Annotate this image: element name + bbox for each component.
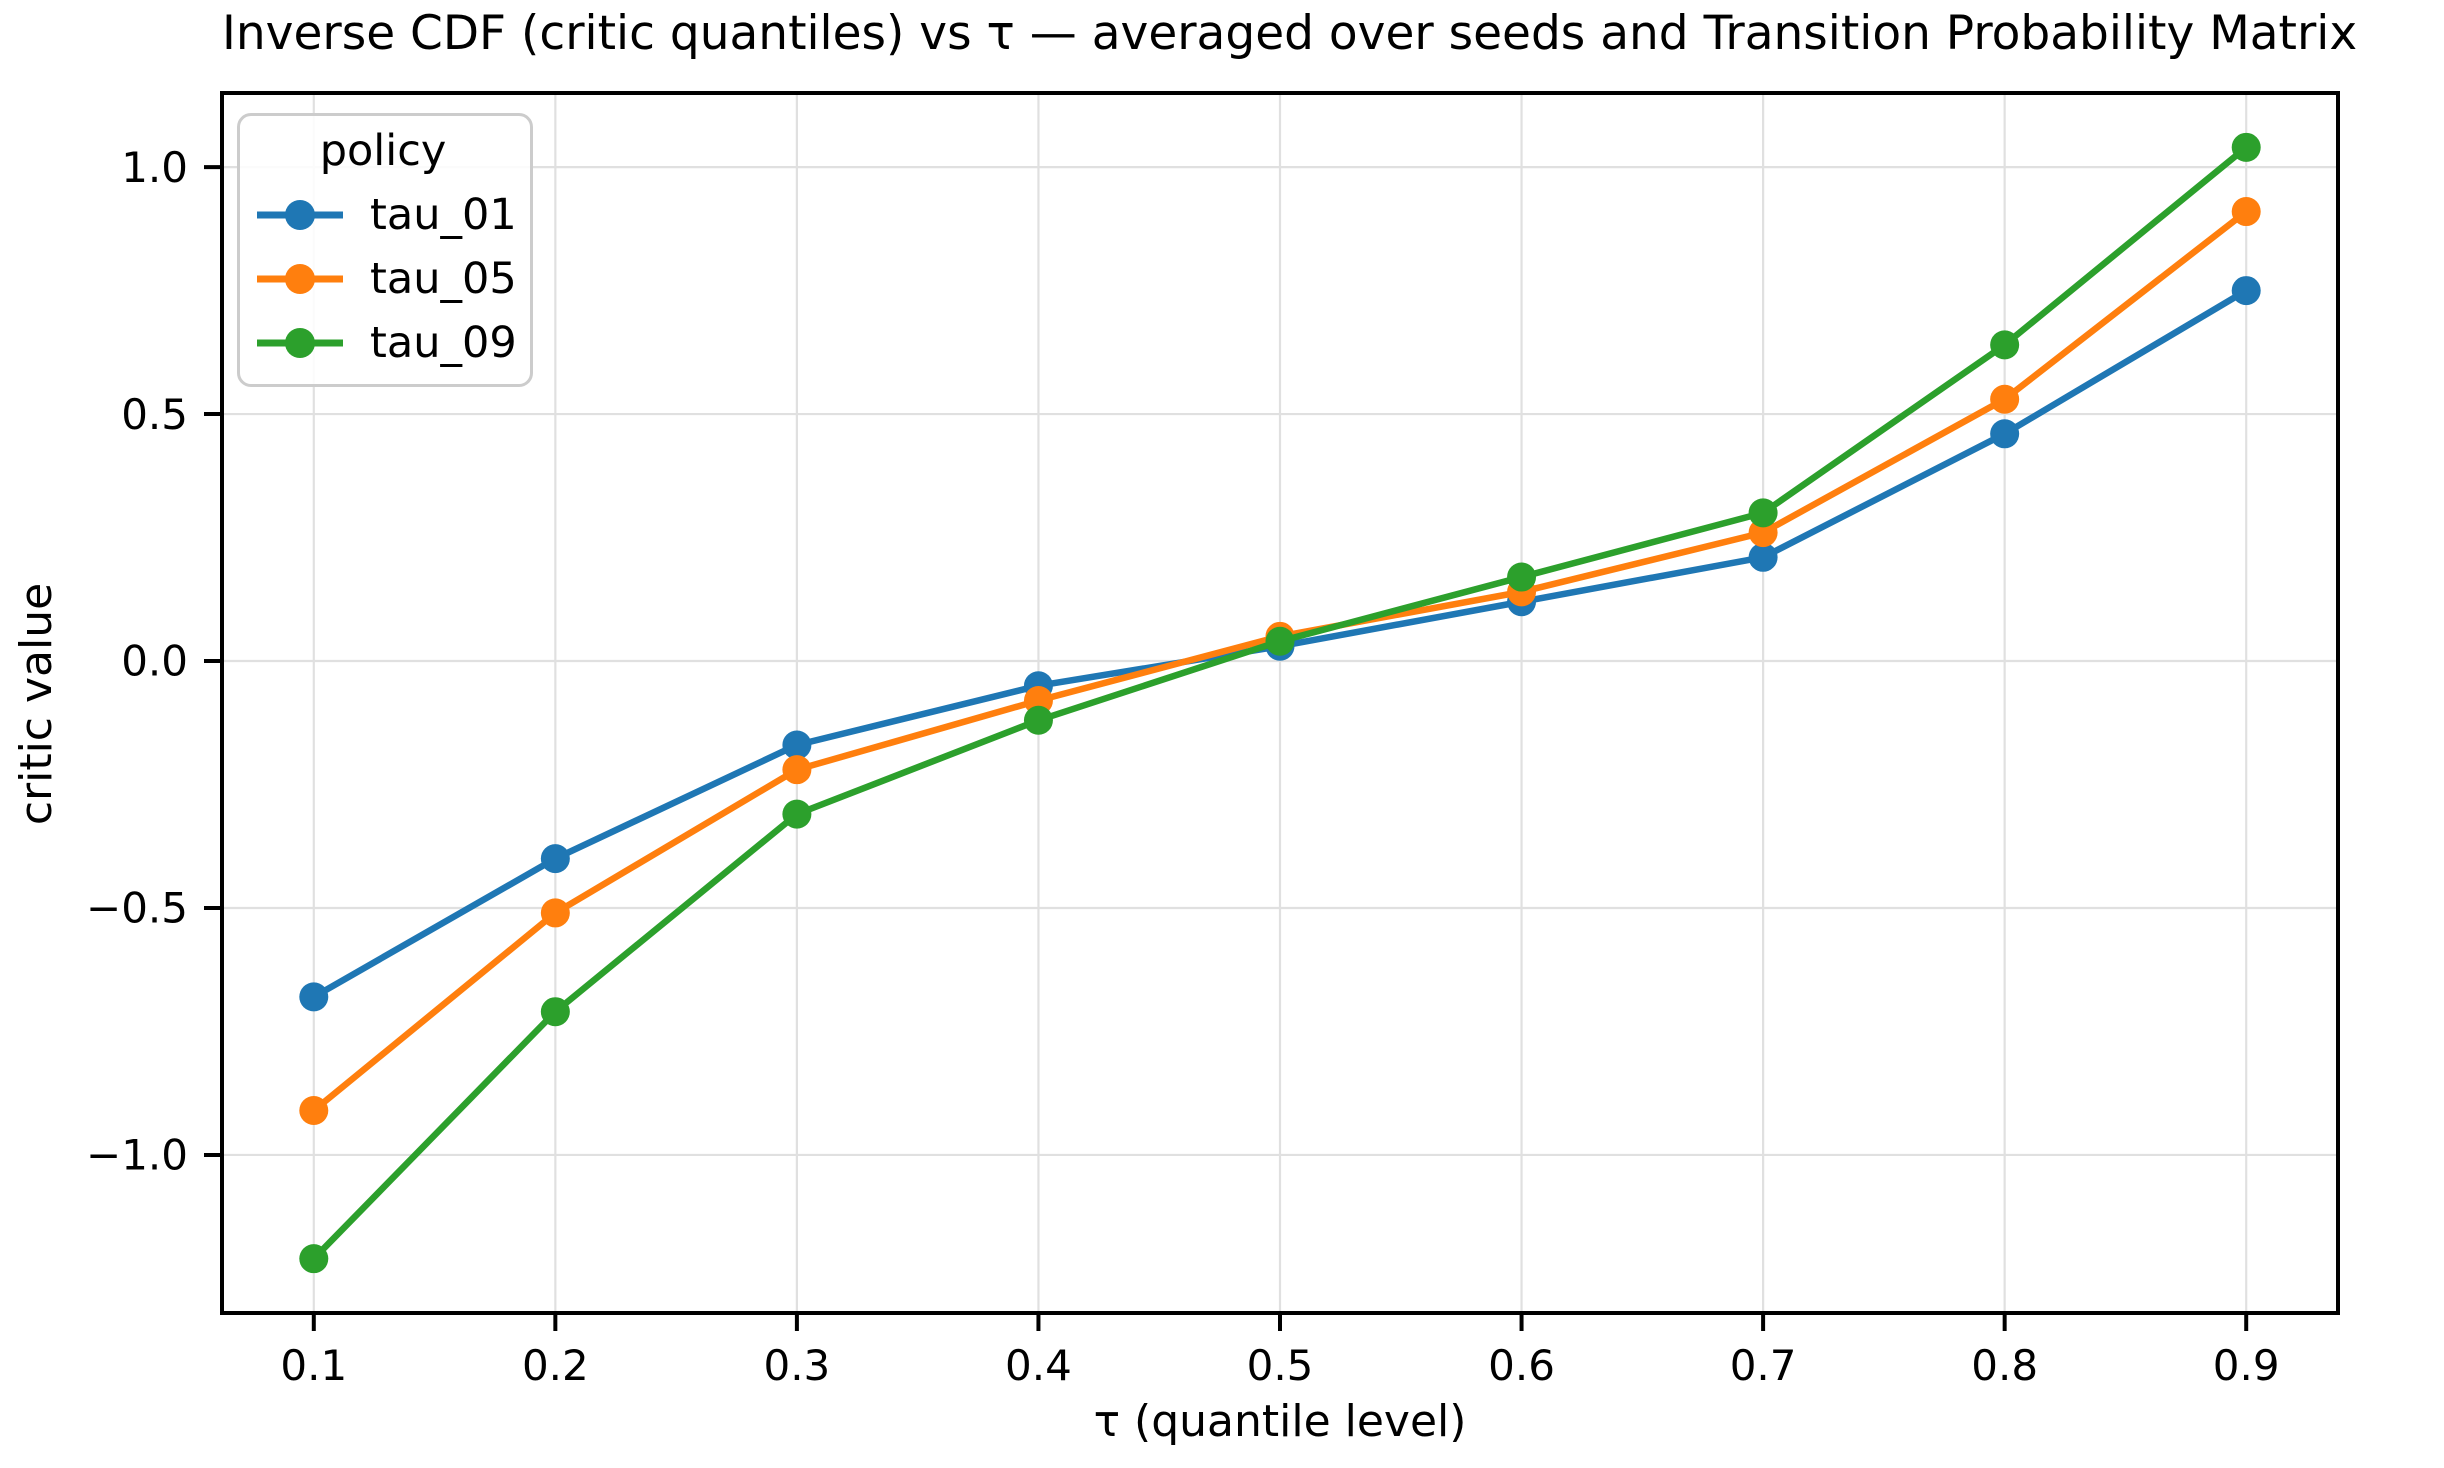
data-point-marker [2231, 132, 2261, 162]
legend-title: policy [319, 126, 447, 176]
legend-label: tau_09 [370, 318, 517, 368]
y-tick-labels: 1.0 0.5 0.0 −0.5 −1.0 [86, 143, 188, 1180]
data-point-marker [299, 1095, 329, 1125]
data-point-marker [2231, 197, 2261, 227]
y-tick-label: 0.0 [121, 637, 188, 686]
y-tick-label: 0.5 [121, 390, 188, 439]
legend-label: tau_05 [370, 254, 517, 304]
data-point-marker [540, 898, 570, 928]
x-axis-label: τ (quantile level) [1093, 1396, 1467, 1447]
gridlines [222, 93, 2338, 1313]
y-tick-label: 1.0 [121, 143, 188, 192]
x-tick-label: 0.9 [2213, 1341, 2280, 1390]
data-point-marker [2231, 276, 2261, 306]
data-point-marker [782, 730, 812, 760]
data-point-marker [1990, 419, 2020, 449]
data-point-marker [1990, 330, 2020, 360]
axis-ticks [204, 165, 2249, 1331]
x-tick-label: 0.8 [1971, 1341, 2038, 1390]
data-point-marker [1023, 705, 1053, 735]
legend: policy tau_01 tau_05 tau_09 [237, 113, 533, 387]
legend-entry-tau-01: tau_01 [254, 190, 517, 240]
data-point-marker [1748, 542, 1778, 572]
data-series [299, 132, 2261, 1274]
legend-entry-tau-05: tau_05 [254, 254, 517, 304]
y-axis-label: critic value [11, 582, 62, 826]
legend-line-marker-icon [257, 200, 343, 230]
legend-label: tau_01 [370, 190, 517, 240]
y-tick-label: −1.0 [86, 1131, 188, 1180]
x-tick-label: 0.4 [1005, 1341, 1072, 1390]
data-point-marker [540, 844, 570, 874]
data-point-marker [782, 799, 812, 829]
x-tick-label: 0.3 [763, 1341, 830, 1390]
data-point-marker [1265, 626, 1295, 656]
data-point-marker [1748, 498, 1778, 528]
data-point-marker [299, 1244, 329, 1274]
x-tick-label: 0.7 [1730, 1341, 1797, 1390]
x-tick-labels: 0.1 0.2 0.3 0.4 0.5 0.6 0.7 0.8 0.9 [280, 1341, 2279, 1390]
legend-line-marker-icon [257, 264, 343, 294]
data-point-marker [782, 755, 812, 785]
y-tick-label: −0.5 [86, 884, 188, 933]
x-tick-label: 0.5 [1247, 1341, 1314, 1390]
x-tick-label: 0.6 [1488, 1341, 1555, 1390]
x-tick-label: 0.2 [522, 1341, 589, 1390]
legend-entry-tau-09: tau_09 [254, 318, 517, 368]
data-point-marker [1507, 562, 1537, 592]
data-point-marker [540, 997, 570, 1027]
data-point-marker [1990, 384, 2020, 414]
legend-line-marker-icon [257, 328, 343, 358]
chart-title: Inverse CDF (critic quantiles) vs τ — av… [222, 6, 2358, 61]
x-tick-label: 0.1 [280, 1341, 347, 1390]
data-point-marker [299, 982, 329, 1012]
